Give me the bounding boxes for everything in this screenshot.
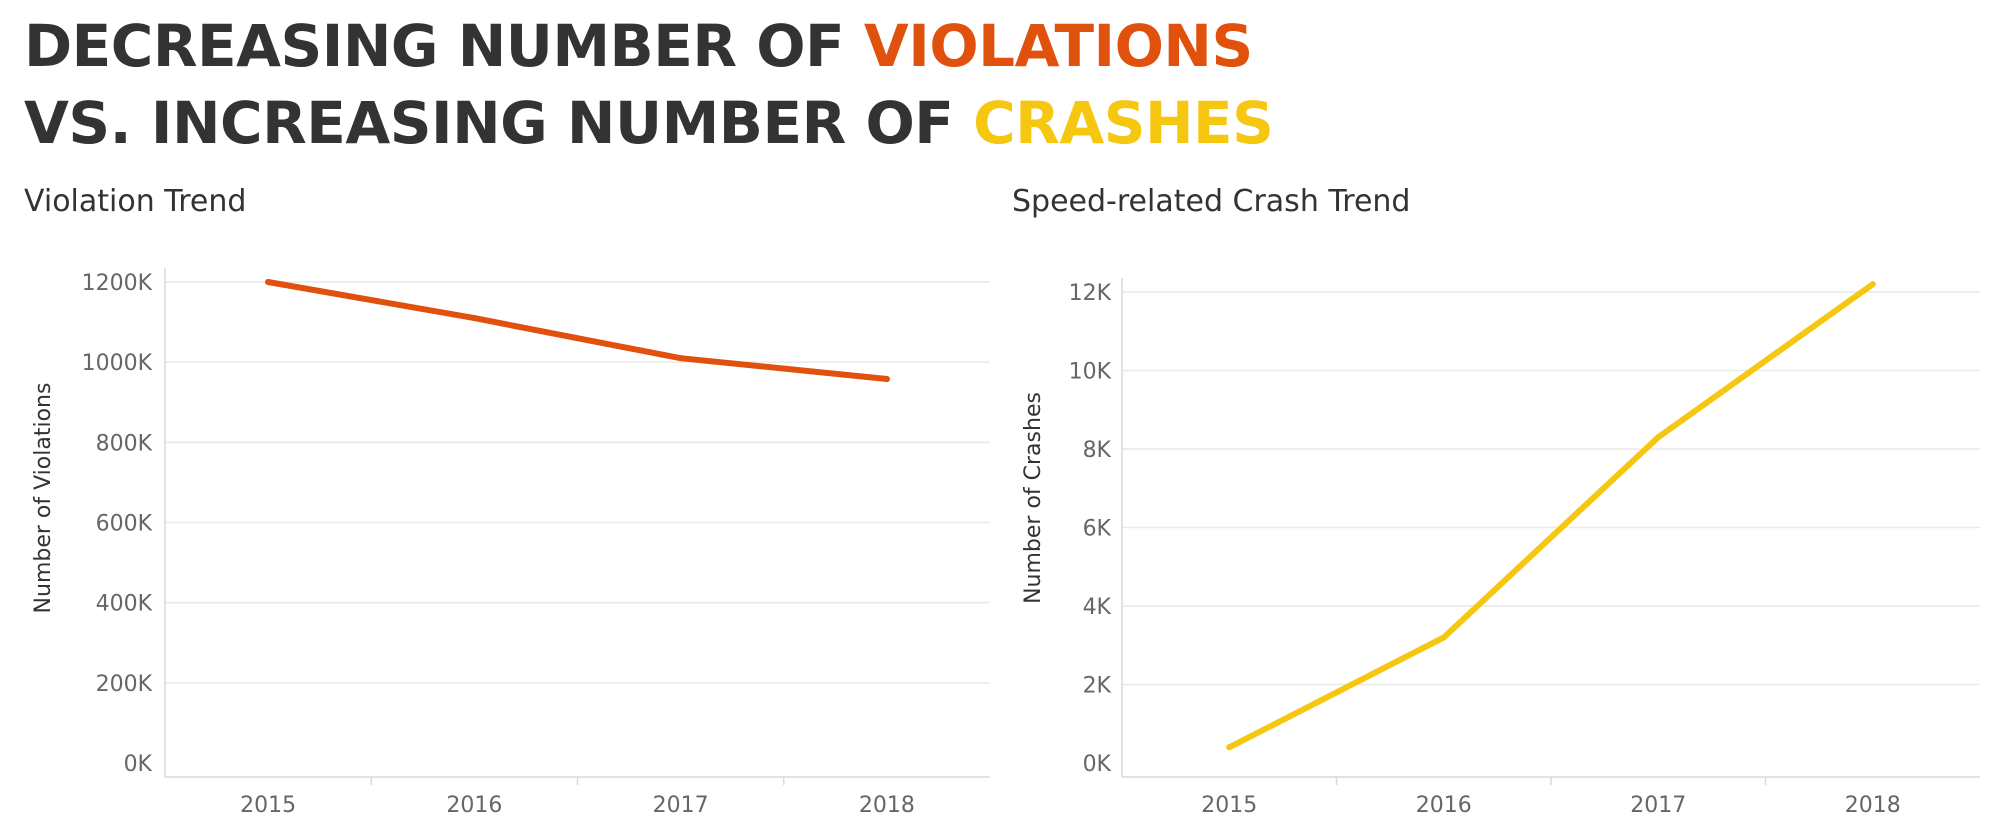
crash-y-tick-label: 2K <box>1083 674 1112 699</box>
violation-series-line <box>265 279 890 382</box>
violation-y-tick-label: 400K <box>96 592 153 617</box>
crash-x-tick-label: 2017 <box>1630 793 1686 818</box>
violation-y-axis-label: Number of Violations <box>31 383 56 614</box>
headline-highlight-violations: VIOLATIONS <box>863 12 1253 80</box>
crash-y-tick-label: 6K <box>1083 517 1112 542</box>
headline-prefix-1: DECREASING NUMBER OF <box>24 12 864 80</box>
violation-y-tick-label: 0K <box>124 752 153 777</box>
violation-y-tick-label: 1200K <box>82 271 153 296</box>
violation-y-tick-label: 600K <box>96 512 153 537</box>
violation-y-tick-label: 1000K <box>82 351 153 376</box>
crash-y-tick-label: 0K <box>1083 752 1112 777</box>
crash-series-line <box>1226 281 1876 751</box>
crash-data-point-2017 <box>1655 434 1662 441</box>
crash-y-tick-label: 10K <box>1069 360 1112 385</box>
violation-data-point-2018 <box>883 376 890 383</box>
crash-y-axis-label: Number of Crashes <box>1021 392 1046 604</box>
violation-data-point-2015 <box>265 279 272 285</box>
crash-y-tick-label: 8K <box>1083 438 1112 463</box>
violation-x-tick-label: 2018 <box>859 793 915 818</box>
violation-x-tick-label: 2016 <box>446 793 502 818</box>
crash-trend-title: Speed-related Crash Trend <box>1012 184 1411 219</box>
violation-trend-title: Violation Trend <box>24 184 247 219</box>
crash-data-point-2018 <box>1869 281 1876 288</box>
violation-data-point-2016 <box>471 315 478 322</box>
violation-trend-chart: 0K 200K 400K 600K 800K 1000K 1200K 2015 2016 2017… <box>31 268 990 818</box>
crash-y-tick-label: 4K <box>1083 595 1112 620</box>
crash-data-point-2016 <box>1440 634 1447 641</box>
crash-y-tick-label: 12K <box>1069 281 1112 306</box>
crash-data-point-2015 <box>1226 744 1233 751</box>
crash-x-tick-label: 2016 <box>1416 793 1472 818</box>
headline: DECREASING NUMBER OF VIOLATIONS VS. INCR… <box>24 8 1274 162</box>
violation-y-tick-label: 200K <box>96 672 153 697</box>
violation-y-tick-label: 800K <box>96 431 153 456</box>
crash-trend-chart: 0K 2K 4K 6K 8K 10K 12K 2015 2016 2017 2018 Number o… <box>1021 278 1980 818</box>
violation-data-point-2017 <box>677 355 684 362</box>
violation-x-tick-label: 2015 <box>240 793 296 818</box>
crash-x-tick-label: 2015 <box>1201 793 1257 818</box>
headline-highlight-crashes: CRASHES <box>973 89 1274 157</box>
headline-prefix-2: VS. INCREASING NUMBER OF <box>24 89 974 157</box>
headline-line-2: VS. INCREASING NUMBER OF CRASHES <box>24 85 1274 162</box>
headline-line-1: DECREASING NUMBER OF VIOLATIONS <box>24 8 1273 85</box>
violation-x-tick-label: 2017 <box>653 793 709 818</box>
crash-x-tick-label: 2018 <box>1845 793 1901 818</box>
